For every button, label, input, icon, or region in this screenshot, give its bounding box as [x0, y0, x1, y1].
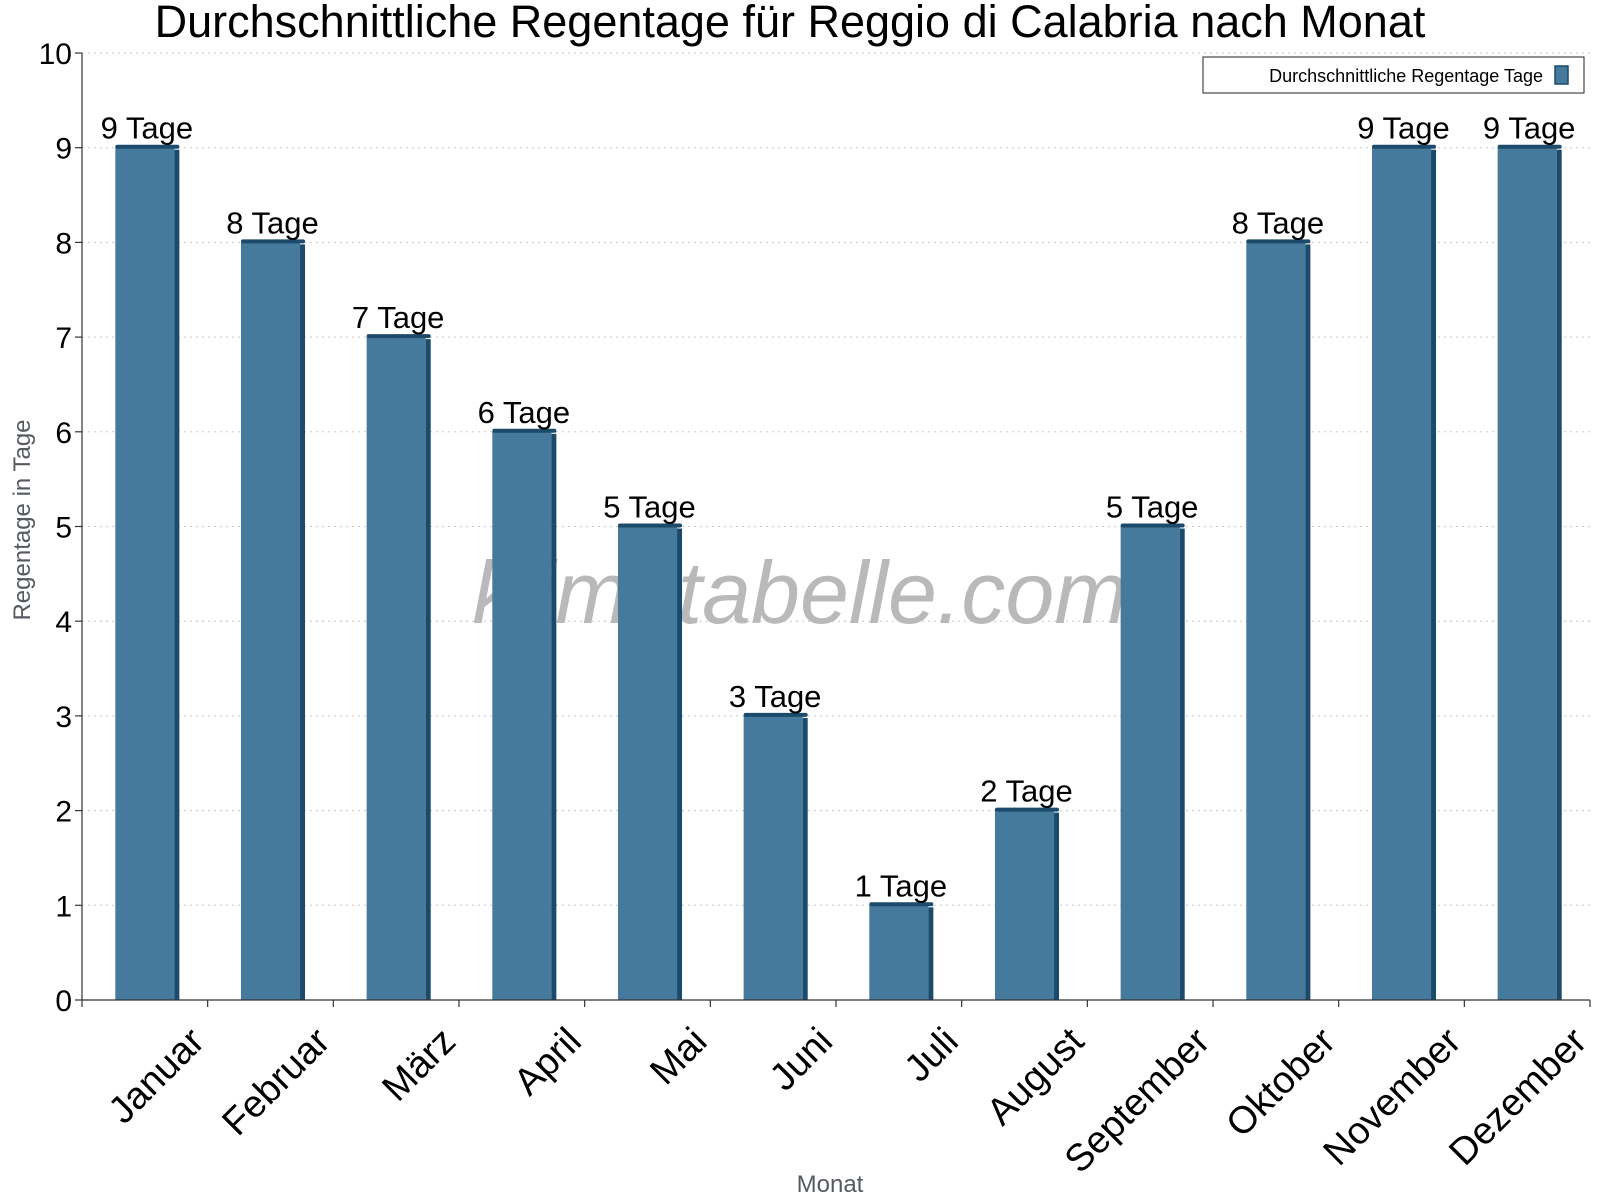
bar-side [928, 907, 934, 1000]
y-tick-label: 8 [55, 227, 72, 260]
x-tick-label: Januar [101, 1020, 213, 1132]
grid [82, 52, 1590, 906]
bar-face [1371, 147, 1432, 1000]
data-label: 5 Tage [1106, 490, 1199, 525]
bar-face [115, 147, 175, 1000]
bar-face [1246, 242, 1306, 1000]
x-tick-label: Juli [897, 1020, 967, 1090]
bar-side [300, 244, 306, 1000]
bar-top [869, 902, 934, 907]
bar [743, 712, 808, 1000]
legend: Durchschnittliche Regentage Tage [1202, 56, 1585, 94]
bar-face [743, 715, 803, 1000]
bar-side [1305, 244, 1311, 1000]
y-tick-label: 0 [55, 985, 72, 1018]
bar-side [551, 433, 557, 1000]
bar [1120, 523, 1185, 1000]
bar-side [1054, 812, 1060, 1000]
legend-swatch [1554, 65, 1569, 85]
x-tick-label: März [375, 1020, 464, 1109]
x-tick-label: Oktober [1218, 1020, 1344, 1146]
bar-side [174, 149, 180, 1000]
bar-face [869, 905, 929, 1000]
y-tick-label: 9 [55, 133, 72, 166]
bar-top [366, 334, 431, 339]
bar [1371, 144, 1437, 1000]
bar [1497, 144, 1562, 1000]
bar-face [366, 337, 426, 1001]
bar-top [115, 144, 180, 149]
x-tick-label: Dezember [1441, 1020, 1595, 1174]
data-label: 7 Tage [352, 300, 445, 335]
x-tick-label: April [506, 1020, 589, 1103]
y-tick-label: 5 [55, 512, 72, 545]
data-label: 8 Tage [1232, 205, 1325, 240]
bar-top [240, 239, 306, 244]
bar-side [1556, 149, 1562, 1000]
y-tick-label: 6 [55, 417, 72, 450]
x-axis-title: Monat [797, 1171, 864, 1198]
x-tick-label: Februar [215, 1020, 339, 1144]
bar-top [1371, 144, 1437, 149]
bar-top [617, 523, 683, 528]
data-label: 2 Tage [980, 774, 1073, 809]
y-tick-label: 1 [55, 890, 72, 923]
bar-side [677, 528, 683, 1000]
bar-top [1497, 144, 1562, 149]
bar-top [1120, 523, 1185, 528]
bar-face [240, 242, 301, 1000]
x-tick-label: Mai [642, 1020, 715, 1093]
bar [115, 144, 180, 1000]
legend-label: Durchschnittliche Regentage Tage [1269, 66, 1543, 86]
data-label: 6 Tage [478, 395, 571, 430]
chart-title: Durchschnittliche Regentage für Reggio d… [155, 0, 1426, 47]
x-tick-label: August [979, 1020, 1093, 1134]
bar-side [425, 339, 431, 1001]
data-labels: 9 Tage 8 Tage 7 Tage 6 Tage 5 Tage 3 Tage 1 Ta… [101, 111, 1576, 904]
data-label: 1 Tage [855, 868, 948, 903]
bar [1246, 239, 1311, 1000]
data-label: 9 Tage [1357, 111, 1450, 146]
bar-top [1246, 239, 1311, 244]
bar-side [1431, 149, 1437, 1000]
bar-face [994, 810, 1055, 1000]
bar [492, 428, 557, 1000]
bar [617, 523, 683, 1000]
y-tick-label: 2 [55, 796, 72, 829]
watermark: klimatabelle.com [472, 543, 1127, 642]
bar [869, 902, 934, 1000]
y-tick-label: 3 [55, 701, 72, 734]
bars [115, 144, 1562, 1001]
bar [240, 239, 306, 1000]
data-label: 3 Tage [729, 679, 822, 714]
legend-box [1202, 56, 1585, 94]
y-tick-label: 7 [55, 322, 72, 355]
bar-face [492, 431, 552, 1000]
x-tick-label: Juni [762, 1020, 841, 1099]
x-tick-label: November [1316, 1020, 1470, 1174]
bar-top [743, 712, 808, 717]
bar-top [994, 807, 1060, 812]
bar-face [617, 526, 678, 1000]
y-tick-label: 4 [55, 606, 72, 639]
data-label: 8 Tage [226, 205, 319, 240]
bar-side [802, 717, 808, 1000]
y-tick-label: 10 [39, 38, 72, 71]
bar-face [1497, 147, 1557, 1000]
bar-side [1179, 528, 1185, 1000]
data-label: 5 Tage [603, 490, 696, 525]
data-label: 9 Tage [1483, 111, 1576, 146]
y-axis-title: Regentage in Tage [9, 419, 36, 620]
bar-face [1120, 526, 1180, 1000]
bar-top [492, 428, 557, 433]
data-label: 9 Tage [101, 111, 194, 146]
bar [366, 334, 431, 1001]
bar [994, 807, 1060, 1000]
